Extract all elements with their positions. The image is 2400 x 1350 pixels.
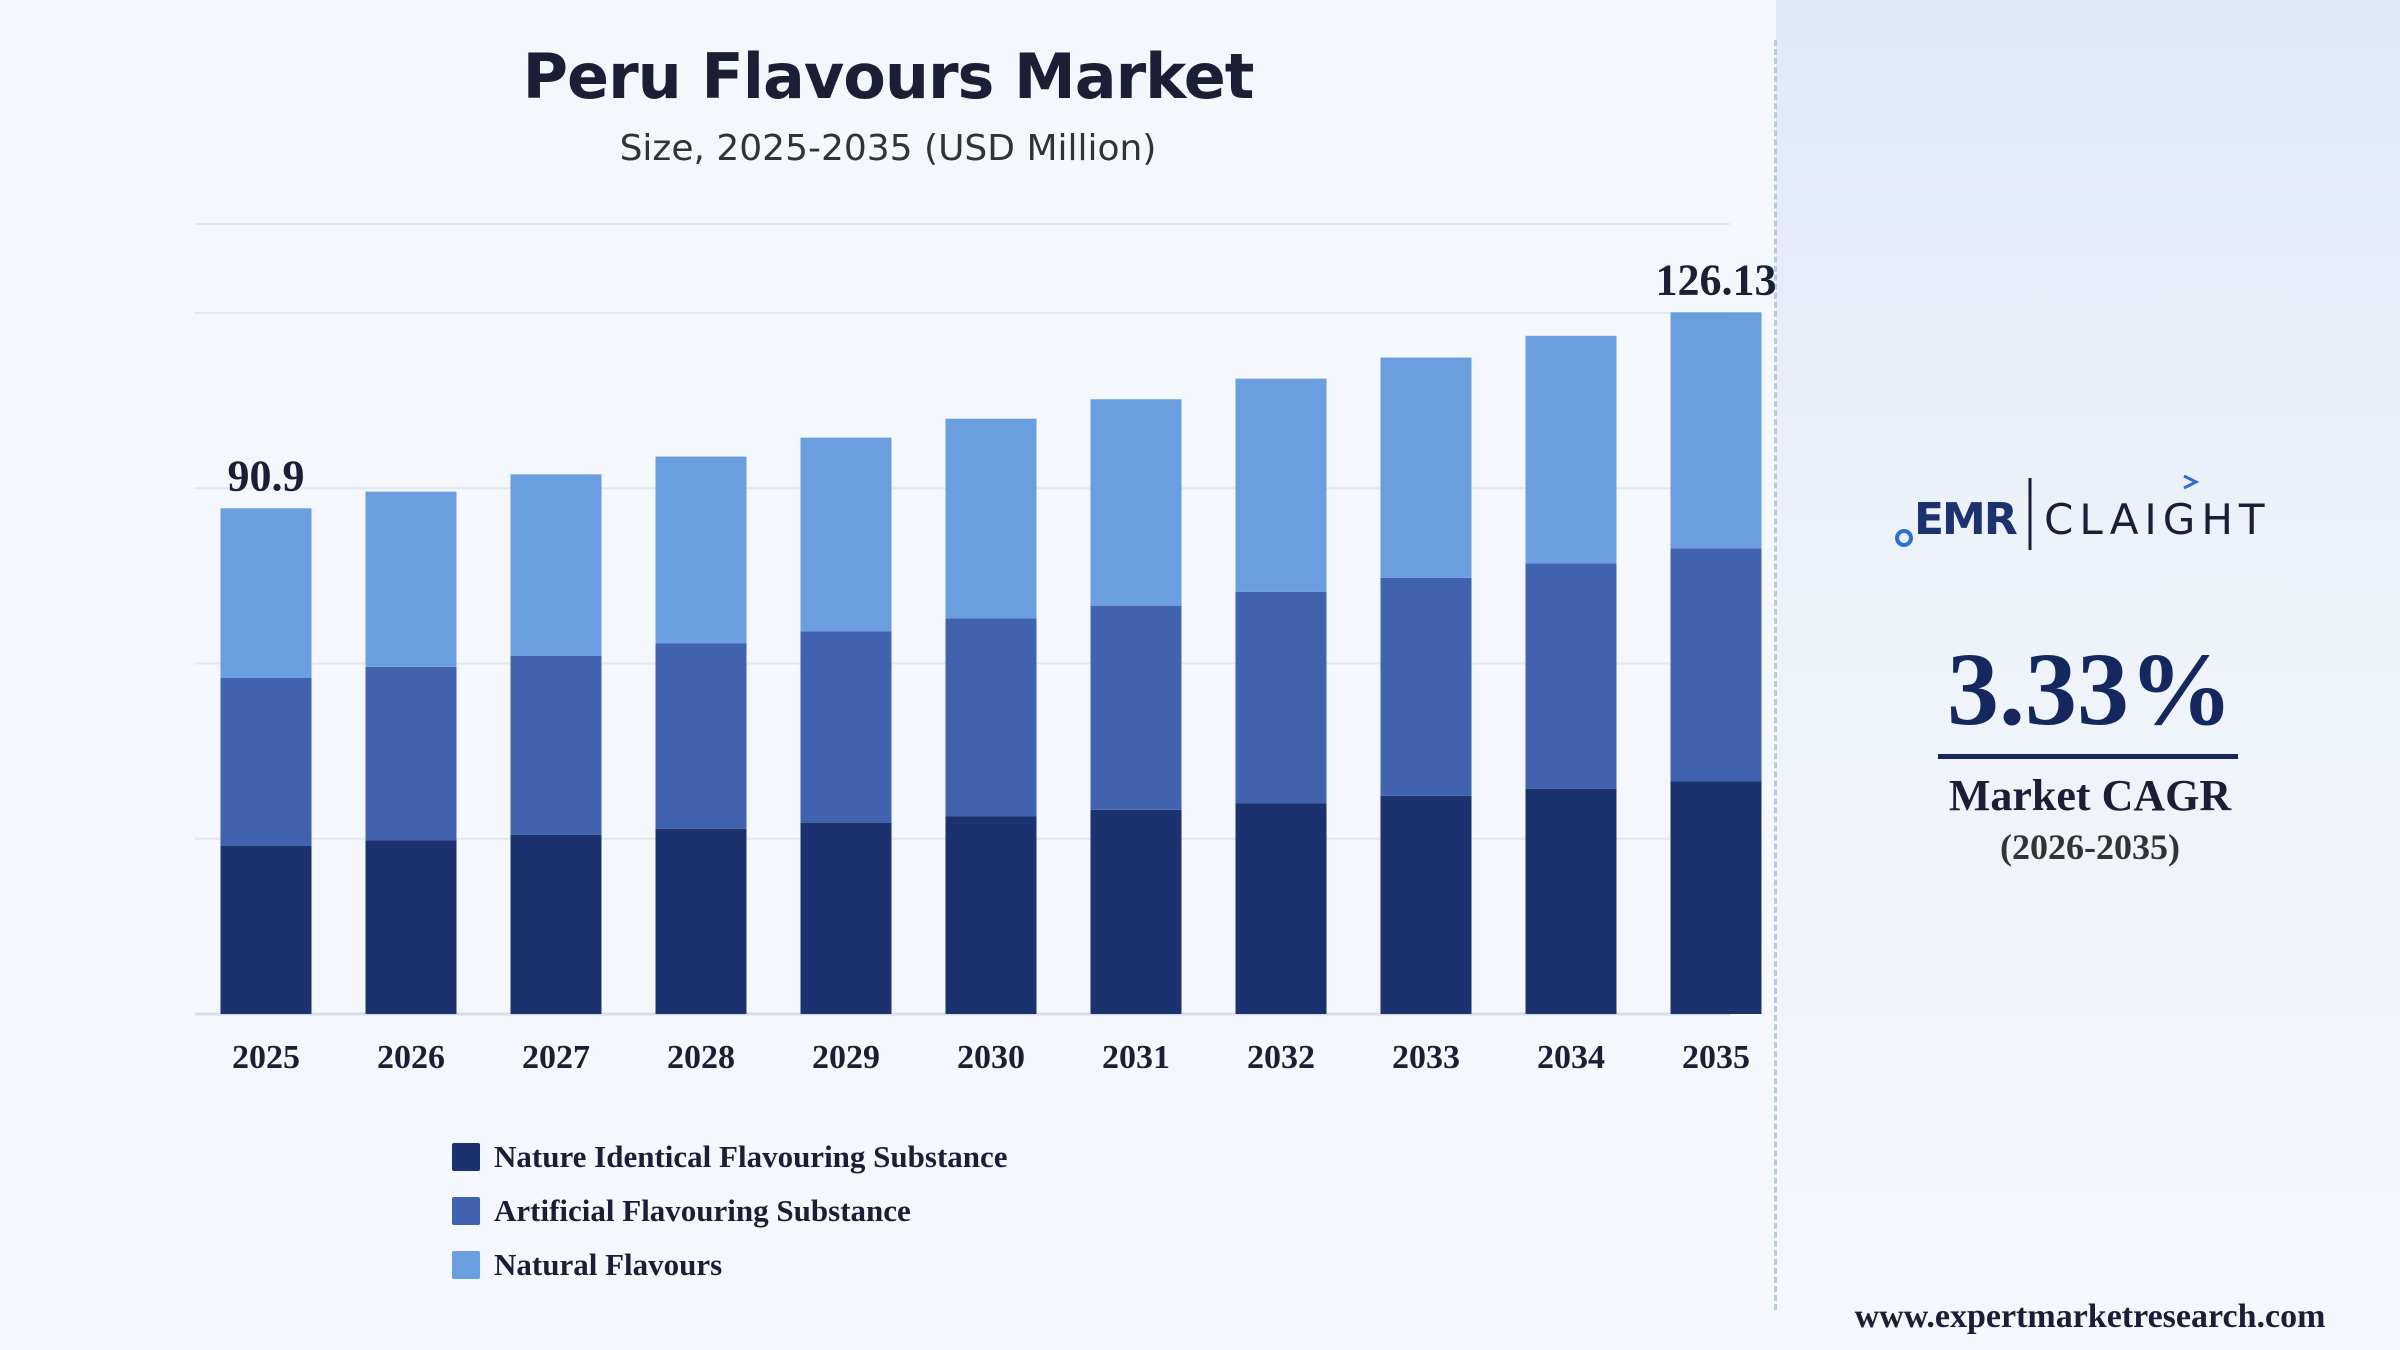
legend-item: Nature Identical Flavouring Substance [452, 1130, 1008, 1184]
cagr-value: 3.33% [1947, 632, 2233, 747]
x-tick-label: 2029 [812, 1039, 880, 1076]
x-tick-label: 2027 [522, 1039, 590, 1076]
chart-legend: Nature Identical Flavouring Substance Art… [452, 1130, 1008, 1292]
x-tick-label: 2031 [1102, 1039, 1170, 1076]
bar-segment [655, 643, 747, 829]
bar-segment [1380, 577, 1472, 796]
logo-arrow-icon [2183, 474, 2200, 490]
bar-segment [800, 437, 892, 632]
bar-segment [1670, 781, 1762, 1014]
bar-segment [365, 840, 457, 1014]
website-url: www.expertmarketresearch.com [1854, 1298, 2326, 1335]
x-tick-label: 2028 [667, 1039, 735, 1076]
bar-segment [1090, 605, 1182, 810]
x-tick-label: 2035 [1682, 1039, 1750, 1076]
legend-label: Natural Flavours [494, 1247, 723, 1282]
bar-segment [1235, 803, 1327, 1014]
bar-segment [1525, 563, 1617, 789]
bar-segment [365, 491, 457, 667]
bar-segment [1525, 335, 1617, 564]
legend-swatch [452, 1197, 480, 1225]
x-tick-label: 2034 [1537, 1039, 1605, 1076]
cagr-label: Market CAGR [1948, 771, 2232, 820]
x-tick-label: 2026 [377, 1039, 445, 1076]
bar-segment [945, 418, 1037, 619]
legend-label: Artificial Flavouring Substance [494, 1193, 911, 1228]
cagr-underline [1938, 754, 2238, 759]
bar-segment [1670, 312, 1762, 549]
legend-swatch [452, 1251, 480, 1279]
bar-segment [655, 456, 747, 644]
side-panel [1776, 0, 2400, 1350]
logo-claight-text: CLAIGHT [2044, 495, 2271, 544]
emr-claight-logo: EMR CLAIGHT [1895, 474, 2271, 550]
bar-segment [365, 666, 457, 841]
data-label: 90.9 [228, 451, 305, 500]
logo-emr-text: EMR [1914, 494, 2017, 545]
legend-item: Artificial Flavouring Substance [452, 1184, 1008, 1238]
panel-divider [1774, 40, 1777, 1310]
chart-title: Peru Flavours Market [522, 40, 1255, 113]
legend-swatch [452, 1143, 480, 1171]
legend-label: Nature Identical Flavouring Substance [494, 1139, 1008, 1174]
bar-segment [945, 816, 1037, 1014]
bar-segment [1090, 399, 1182, 606]
legend-item: Natural Flavours [452, 1238, 1008, 1292]
chart-subtitle: Size, 2025-2035 (USD Million) [619, 128, 1157, 169]
bar-segment [1380, 795, 1472, 1014]
bar-segment [655, 828, 747, 1014]
bar-segment [800, 631, 892, 823]
bar-segment [1525, 788, 1617, 1014]
bar-segment [220, 508, 312, 678]
data-label: 126.13 [1656, 255, 1777, 304]
bar-segment [1235, 378, 1327, 592]
logo-dot-icon [1895, 529, 1913, 547]
bar-segment [510, 655, 602, 835]
cagr-period: (2026-2035) [2000, 827, 2180, 867]
bar-segment [220, 845, 312, 1014]
x-tick-label: 2030 [957, 1039, 1025, 1076]
bar-segment [1380, 357, 1472, 578]
bar-segment [945, 618, 1037, 817]
bar-segment [800, 822, 892, 1014]
x-tick-label: 2032 [1247, 1039, 1315, 1076]
bar-segment [1235, 591, 1327, 804]
chart-plot: 2025 2026 2027 2028 2029 2030 2031 2032 2033 2034… [195, 223, 1777, 1076]
x-tick-label: 2025 [232, 1039, 300, 1076]
x-tick-label: 2033 [1392, 1039, 1460, 1076]
bar-segment [220, 677, 312, 846]
bar-segment [510, 834, 602, 1014]
bar-segment [510, 474, 602, 656]
bar-segment [1670, 548, 1762, 782]
bar-segment [1090, 809, 1182, 1014]
